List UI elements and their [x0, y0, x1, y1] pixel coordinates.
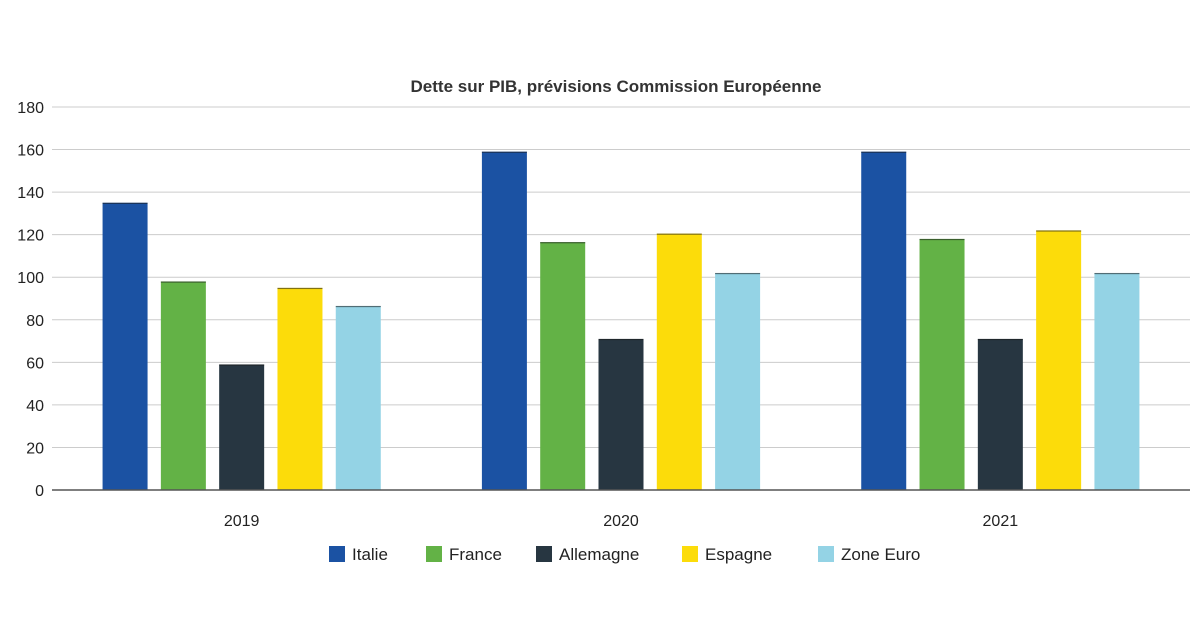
- bars: [102, 151, 1140, 490]
- legend-label: Italie: [352, 545, 388, 564]
- y-tick-label: 20: [26, 440, 44, 457]
- y-tick-label: 100: [17, 270, 44, 287]
- bar-allemagne-2021: [977, 338, 1023, 490]
- bar-top-edge: [219, 364, 265, 366]
- legend-label: Allemagne: [559, 545, 639, 564]
- legend-swatch: [329, 546, 345, 562]
- legend-item-france: France: [426, 545, 502, 564]
- bar-top-edge: [277, 287, 323, 290]
- y-tick-label: 160: [17, 143, 44, 160]
- bar-espagne-2021: [1036, 230, 1082, 490]
- bar-espagne-2020: [656, 233, 702, 490]
- bar-france-2019: [160, 281, 206, 490]
- bar-top-edge: [1036, 230, 1082, 232]
- bar-allemagne-2019: [219, 364, 265, 490]
- bar-espagne-2019: [277, 287, 323, 490]
- bar-allemagne-2020: [598, 338, 644, 490]
- x-tick-label: 2021: [983, 513, 1019, 530]
- bar-zone-euro-2019: [335, 305, 381, 490]
- y-tick-label: 0: [35, 483, 44, 500]
- chart-title: Dette sur PIB, prévisions Commission Eur…: [411, 77, 822, 96]
- y-tick-label: 140: [17, 185, 44, 202]
- bar-top-edge: [656, 233, 702, 235]
- bar-france-2021: [919, 238, 965, 490]
- x-tick-label: 2019: [224, 513, 260, 530]
- x-tick-label: 2020: [603, 513, 639, 530]
- bar-top-edge: [977, 338, 1023, 341]
- bar-italie-2020: [481, 151, 527, 490]
- bar-top-edge: [861, 151, 907, 153]
- legend-swatch: [682, 546, 698, 562]
- bar-top-edge: [598, 338, 644, 341]
- bar-top-edge: [715, 272, 761, 275]
- y-tick-label: 80: [26, 313, 44, 330]
- legend-swatch: [426, 546, 442, 562]
- legend-swatch: [536, 546, 552, 562]
- y-tick-label: 40: [26, 398, 44, 415]
- bar-top-edge: [481, 151, 527, 153]
- y-tick-label: 180: [17, 100, 44, 117]
- bar-top-edge: [335, 305, 381, 308]
- y-tick-label: 120: [17, 228, 44, 245]
- bar-top-edge: [919, 238, 965, 241]
- bar-italie-2021: [861, 151, 907, 490]
- bar-top-edge: [160, 281, 206, 283]
- legend-item-allemagne: Allemagne: [536, 545, 639, 564]
- legend-swatch: [818, 546, 834, 562]
- bar-top-edge: [1094, 272, 1140, 275]
- bar-france-2020: [540, 242, 586, 490]
- bar-top-edge: [102, 202, 148, 204]
- bar-top-edge: [540, 242, 586, 244]
- bar-italie-2019: [102, 202, 148, 490]
- legend-label: Zone Euro: [841, 545, 920, 564]
- bar-zone-euro-2020: [715, 272, 761, 490]
- legend-item-italie: Italie: [329, 545, 388, 564]
- bar-zone-euro-2021: [1094, 272, 1140, 490]
- legend-label: Espagne: [705, 545, 772, 564]
- legend: Italie France Allemagne Espagne Zone Euro: [329, 545, 920, 564]
- y-tick-label: 60: [26, 355, 44, 372]
- axes: 0 20 40 60 80 100 120 140 160 180 2019 2020 2021: [17, 100, 1190, 530]
- legend-item-espagne: Espagne: [682, 545, 772, 564]
- legend-label: France: [449, 545, 502, 564]
- legend-item-zone-euro: Zone Euro: [818, 545, 920, 564]
